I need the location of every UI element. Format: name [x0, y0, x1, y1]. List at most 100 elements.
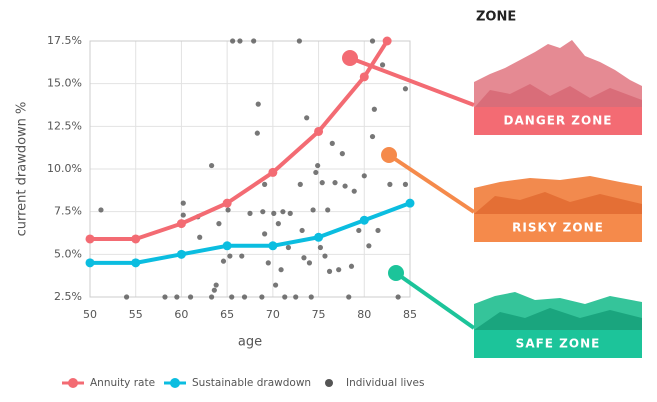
- scatter-point: [123, 294, 130, 300]
- y-tick-label: 15.0%: [47, 77, 82, 90]
- x-tick-label: 85: [403, 308, 417, 321]
- x-tick-label: 70: [266, 308, 280, 321]
- scatter-point: [247, 210, 253, 216]
- scatter-point: [304, 115, 310, 121]
- legend-marker: [68, 378, 78, 388]
- y-tick-label: 7.5%: [54, 205, 82, 218]
- line-point: [359, 215, 369, 225]
- zone-label: RISKY ZONE: [512, 221, 604, 235]
- scatter-point: [213, 282, 219, 288]
- x-tick-label: 65: [220, 308, 234, 321]
- scatter-point: [339, 151, 345, 157]
- scatter-point: [220, 258, 227, 264]
- scatter-point: [209, 294, 215, 300]
- scatter-point: [265, 260, 271, 266]
- scatter-point: [285, 244, 291, 251]
- scatter-point: [227, 253, 233, 259]
- scatter-point: [282, 294, 288, 300]
- zone-box: [474, 214, 642, 242]
- scatter-point: [402, 86, 409, 92]
- scatter-point: [287, 210, 293, 216]
- scatter-point: [356, 227, 362, 234]
- line-point: [314, 126, 324, 136]
- series-line: [90, 39, 389, 241]
- x-tick-label: 75: [312, 308, 326, 321]
- zone-dot: [342, 50, 358, 66]
- zone-box: [474, 330, 642, 358]
- scatter-point: [306, 260, 313, 266]
- scatter-point: [348, 263, 355, 269]
- y-tick-label: 5.0%: [54, 247, 82, 260]
- scatter-point: [255, 101, 261, 107]
- scatter-point: [254, 130, 260, 136]
- x-tick-label: 80: [357, 308, 371, 321]
- scatter-point: [402, 181, 409, 187]
- scatter-point: [197, 234, 203, 240]
- scatter-point: [180, 212, 186, 218]
- scatter-point: [262, 181, 268, 187]
- scatter-point: [379, 62, 386, 68]
- scatter-point: [325, 207, 331, 213]
- line-point: [85, 258, 95, 268]
- y-tick-label: 10.0%: [47, 162, 82, 175]
- legend-marker: [170, 378, 180, 388]
- scatter-point: [237, 38, 243, 44]
- scatter-point: [293, 294, 299, 300]
- scatter-point: [259, 294, 265, 300]
- scatter-point: [262, 231, 268, 237]
- line-point: [131, 234, 141, 244]
- scatter-point: [369, 38, 376, 44]
- zone-title: ZONE: [476, 10, 516, 25]
- scatter-point: [180, 200, 186, 206]
- scatter-point: [326, 268, 333, 274]
- line-point: [405, 198, 415, 208]
- legend-label: Individual lives: [346, 377, 424, 389]
- scatter-point: [310, 207, 316, 213]
- legend-marker: [325, 379, 333, 387]
- legend-label: Annuity rate: [90, 377, 155, 389]
- scatter-point: [395, 294, 401, 300]
- scatter-point: [251, 38, 257, 44]
- zone-label: SAFE ZONE: [516, 337, 601, 351]
- scatter-point: [315, 162, 321, 169]
- scatter-point: [301, 255, 307, 261]
- scatter-point: [230, 38, 236, 44]
- scatter-point: [361, 173, 367, 179]
- scatter-point: [296, 38, 302, 44]
- scatter-point: [297, 181, 303, 187]
- scatter-point: [271, 210, 277, 216]
- scatter-point: [322, 253, 328, 259]
- scatter-point: [239, 253, 245, 259]
- scatter-point: [98, 207, 104, 213]
- line-point: [314, 232, 324, 242]
- zone-box: [474, 107, 642, 135]
- scatter-point: [308, 294, 314, 300]
- line-point: [85, 234, 95, 244]
- scatter-point: [336, 267, 342, 273]
- scatter-point: [174, 294, 180, 300]
- scatter-point: [351, 188, 357, 194]
- scatter-point: [387, 181, 393, 187]
- scatter-point: [229, 294, 235, 300]
- scatter-point: [260, 209, 266, 215]
- line-point: [382, 36, 392, 46]
- line-point: [268, 167, 278, 177]
- scatter-point: [209, 162, 215, 169]
- line-point: [131, 258, 141, 268]
- scatter-point: [299, 227, 305, 234]
- scatter-point: [371, 106, 377, 112]
- scatter-point: [329, 140, 335, 146]
- scatter-point: [366, 243, 372, 249]
- scatter-point: [211, 287, 217, 293]
- scatter-point: [241, 294, 248, 300]
- line-point: [176, 219, 186, 229]
- scatter-point: [375, 227, 381, 234]
- scatter-point: [162, 294, 168, 300]
- zone-connector: [387, 153, 476, 214]
- scatter-point: [319, 180, 325, 186]
- y-axis-label: current drawdown %: [15, 102, 30, 237]
- scatter-point: [342, 183, 348, 189]
- series-line: [90, 201, 411, 265]
- scatter-point: [275, 221, 281, 227]
- zone-label: DANGER ZONE: [504, 114, 613, 128]
